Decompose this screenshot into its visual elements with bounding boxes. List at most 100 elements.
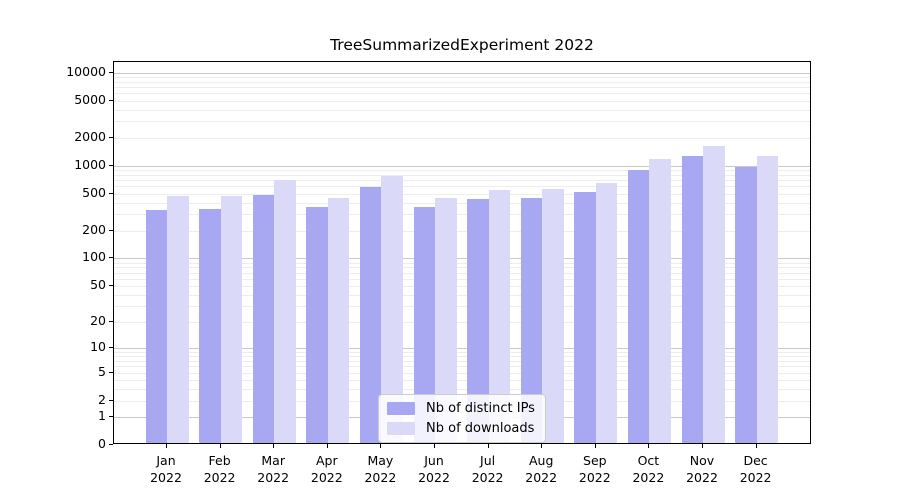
- gridline: [114, 286, 810, 287]
- y-tick-mark: [109, 399, 113, 401]
- chart-title: TreeSummarizedExperiment 2022: [330, 36, 594, 54]
- x-tick-label: Aug 2022: [509, 452, 573, 486]
- bar-downloads: [542, 188, 564, 443]
- bar-distinct-ips: [199, 209, 221, 443]
- y-tick-label: 20: [90, 312, 106, 328]
- x-tick-mark: [594, 444, 596, 448]
- x-tick-label-year: 2022: [578, 470, 611, 485]
- bar-downloads: [649, 158, 671, 443]
- y-tick-label: 10: [90, 339, 106, 355]
- y-tick-label: 10000: [66, 63, 106, 79]
- gridline: [114, 174, 810, 176]
- bar-distinct-ips: [520, 197, 543, 443]
- y-tick-mark: [109, 347, 113, 348]
- y-tick-label: 500: [82, 184, 106, 200]
- gridline: [114, 230, 810, 232]
- bar-distinct-ips: [359, 187, 382, 443]
- y-tick-label: 2: [98, 391, 106, 407]
- bar-distinct-ips: [735, 167, 757, 443]
- x-tick-mark: [219, 444, 221, 448]
- bar-downloads: [220, 195, 243, 443]
- gridline: [114, 193, 810, 195]
- gridline: [114, 278, 810, 280]
- bar-downloads: [327, 197, 350, 443]
- gridline: [114, 372, 810, 374]
- x-tick-label-year: 2022: [257, 470, 290, 485]
- y-tick-label: 5: [98, 363, 106, 379]
- x-tick-mark: [273, 444, 275, 448]
- y-tick-mark: [109, 192, 113, 194]
- y-tick-mark: [109, 229, 113, 231]
- x-tick-mark: [755, 444, 757, 448]
- x-tick-mark: [166, 444, 167, 448]
- x-tick-label-year: 2022: [310, 470, 343, 485]
- x-tick-label-year: 2022: [632, 470, 665, 485]
- gridline: [114, 294, 810, 296]
- x-tick-label: Feb 2022: [188, 452, 252, 486]
- x-tick-label-year: 2022: [203, 470, 236, 485]
- bar-downloads: [595, 183, 618, 443]
- x-tick-label-year: 2022: [418, 470, 450, 485]
- gridline: [114, 76, 810, 78]
- gridline: [114, 262, 810, 264]
- gridline: [114, 360, 810, 362]
- bar-downloads: [488, 190, 511, 443]
- y-tick-label: 1: [98, 407, 106, 423]
- y-tick-mark: [109, 136, 113, 138]
- x-tick-label-year: 2022: [364, 470, 397, 485]
- plot-area: [113, 61, 811, 444]
- x-tick-label-year: 2022: [525, 470, 558, 485]
- x-tick-label-year: 2022: [471, 470, 504, 485]
- bar-distinct-ips: [574, 191, 596, 443]
- gridline: [114, 100, 810, 102]
- gridline: [114, 81, 810, 83]
- x-tick-mark: [702, 444, 703, 448]
- legend-label-distinct-ips: Nb of distinct IPs: [426, 401, 535, 416]
- y-tick-mark: [109, 320, 113, 322]
- x-tick-mark: [380, 444, 382, 448]
- x-tick-label: May 2022: [348, 452, 412, 486]
- gridline: [114, 356, 810, 358]
- gridline: [114, 165, 810, 167]
- bar-distinct-ips: [467, 198, 489, 443]
- gridline: [114, 321, 810, 323]
- gridline: [114, 306, 810, 308]
- gridline: [114, 180, 810, 182]
- bar-distinct-ips: [252, 195, 275, 443]
- gridline: [114, 272, 810, 274]
- y-tick-mark: [109, 164, 113, 166]
- y-tick-label: 2000: [74, 128, 106, 144]
- gridline: [114, 366, 810, 368]
- x-tick-label-year: 2022: [686, 470, 718, 485]
- x-tick-label: Apr 2022: [295, 452, 359, 486]
- gridline: [114, 267, 810, 269]
- y-tick-mark: [109, 257, 113, 259]
- x-tick-label: Dec 2022: [724, 452, 788, 486]
- gridline: [114, 379, 810, 381]
- y-tick-label: 100: [82, 249, 106, 265]
- bar-distinct-ips: [413, 207, 435, 443]
- gridline: [114, 72, 810, 74]
- gridline: [114, 388, 810, 390]
- bar-distinct-ips: [627, 169, 650, 443]
- bar-distinct-ips: [681, 156, 703, 443]
- legend: Nb of distinct IPs Nb of downloads: [378, 394, 546, 443]
- y-tick-label: 5000: [74, 91, 106, 107]
- y-tick-mark: [109, 285, 113, 286]
- bar-distinct-ips: [145, 210, 167, 443]
- x-tick-label: Mar 2022: [241, 452, 305, 486]
- x-tick-label-year: 2022: [739, 470, 772, 485]
- gridline: [114, 202, 810, 204]
- x-tick-mark: [487, 444, 489, 448]
- legend-item-distinct-ips: Nb of distinct IPs: [387, 401, 535, 416]
- y-tick-mark: [109, 371, 113, 373]
- gridline: [114, 186, 810, 188]
- x-tick-mark: [434, 444, 435, 448]
- legend-swatch-distinct-ips: [387, 402, 415, 415]
- y-tick-label: 200: [82, 221, 106, 237]
- x-tick-label: Nov 2022: [670, 452, 734, 486]
- y-tick-mark: [109, 99, 113, 101]
- gridline: [114, 348, 810, 349]
- bar-downloads: [274, 180, 296, 443]
